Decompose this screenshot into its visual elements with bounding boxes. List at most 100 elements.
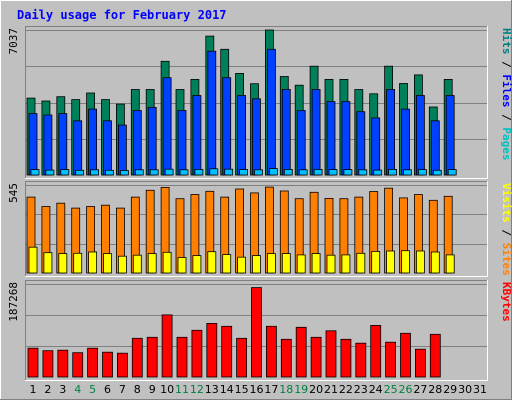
bar-files-day-13	[207, 50, 217, 176]
bar-files-day-18	[281, 89, 291, 176]
bar-visits-day-4	[73, 252, 83, 274]
bar-files-day-2	[43, 114, 53, 176]
bar-visits-day-29	[445, 254, 455, 274]
bar-pages-day-20	[313, 168, 323, 176]
bar-files-day-21	[326, 101, 336, 176]
bar-files-day-10	[162, 77, 172, 176]
y-max-label: 187268	[7, 282, 20, 322]
bar-kbytes-day-16	[251, 287, 262, 378]
bar-kbytes-day-27	[414, 348, 426, 378]
day-label-23: 23	[354, 383, 368, 396]
bar-visits-day-19	[296, 254, 306, 274]
day-label-11: 11	[175, 383, 189, 396]
bar-kbytes-day-28	[429, 333, 441, 378]
bar-visits-day-7	[118, 255, 127, 274]
series-files	[28, 48, 455, 176]
bar-pages-day-18	[283, 168, 293, 176]
day-label-3: 3	[59, 383, 66, 396]
bar-kbytes-day-11	[176, 336, 188, 378]
bar-files-day-15	[237, 95, 247, 176]
bar-pages-day-28	[432, 169, 442, 176]
legend-separator: /	[500, 55, 512, 75]
bar-visits-day-17	[266, 253, 276, 274]
bar-visits-day-16	[252, 255, 261, 274]
day-label-19: 19	[294, 383, 308, 396]
bar-kbytes-day-10	[161, 314, 173, 378]
bar-visits-day-28	[430, 251, 440, 274]
day-label-9: 9	[149, 383, 156, 396]
day-label-30: 30	[458, 383, 472, 396]
bar-files-day-28	[430, 120, 440, 176]
bar-pages-day-8	[134, 169, 144, 176]
day-label-27: 27	[413, 383, 427, 396]
day-label-12: 12	[190, 383, 204, 396]
bar-files-day-12	[192, 95, 202, 176]
bar-pages-day-14	[224, 168, 234, 176]
day-label-15: 15	[235, 383, 249, 396]
day-label-28: 28	[428, 383, 442, 396]
bar-kbytes-day-22	[340, 338, 352, 378]
bar-visits-day-2	[43, 252, 53, 274]
series-pages	[30, 168, 457, 176]
bar-kbytes-day-13	[206, 322, 218, 378]
bar-visits-day-23	[356, 252, 366, 274]
bar-visits-day-8	[132, 254, 142, 274]
bar-files-day-11	[177, 110, 187, 176]
bar-pages-day-13	[209, 168, 219, 176]
bar-files-day-5	[88, 108, 97, 176]
bar-files-day-14	[222, 77, 232, 176]
bar-files-day-4	[73, 120, 83, 176]
legend-hits: Hits	[500, 28, 512, 55]
bar-kbytes-day-19	[295, 326, 307, 378]
day-label-5: 5	[89, 383, 96, 396]
y-legend: Visits / Sites	[500, 183, 512, 276]
day-label-8: 8	[134, 383, 141, 396]
bar-pages-day-17	[268, 168, 278, 176]
bar-visits-day-24	[371, 250, 381, 274]
legend-pages: Pages	[500, 127, 512, 160]
bar-files-day-7	[118, 124, 127, 176]
bar-visits-day-14	[222, 254, 232, 274]
bar-visits-day-10	[162, 251, 172, 274]
bar-visits-day-3	[58, 253, 68, 274]
bar-files-day-24	[371, 117, 381, 176]
bar-visits-day-21	[326, 254, 336, 274]
bar-visits-day-27	[415, 250, 425, 274]
bar-pages-day-21	[328, 169, 338, 176]
bar-kbytes-day-6	[102, 351, 113, 378]
bar-kbytes-day-3	[57, 349, 69, 378]
series-kbytes	[27, 287, 441, 378]
y-max-label: 545	[7, 183, 20, 203]
bar-pages-day-23	[358, 169, 368, 176]
legend-visits: Visits	[500, 183, 512, 223]
bar-pages-day-25	[388, 168, 398, 176]
bar-visits-day-26	[401, 250, 410, 274]
bar-pages-day-15	[239, 169, 249, 176]
day-label-31: 31	[473, 383, 487, 396]
bar-kbytes-day-2	[42, 350, 54, 378]
bar-kbytes-day-4	[72, 352, 84, 378]
bar-files-day-26	[401, 108, 410, 176]
day-label-24: 24	[369, 383, 383, 396]
day-label-4: 4	[74, 383, 81, 396]
bar-pages-day-16	[254, 169, 263, 176]
day-label-21: 21	[324, 383, 338, 396]
bar-visits-day-11	[177, 257, 187, 274]
bar-visits-day-12	[192, 255, 202, 274]
day-label-10: 10	[160, 383, 174, 396]
bar-pages-day-7	[120, 170, 129, 176]
bar-kbytes-day-15	[236, 337, 248, 378]
panel-3: 187268 KBytes	[7, 280, 512, 381]
bar-files-day-19	[296, 110, 306, 176]
bar-kbytes-day-12	[191, 329, 203, 378]
legend-kbytes: KBytes	[500, 282, 512, 322]
bar-files-day-1	[28, 113, 38, 176]
bar-files-day-9	[147, 107, 157, 176]
day-label-14: 14	[220, 383, 234, 396]
chart-title: Daily usage for February 2017	[17, 8, 227, 22]
bar-pages-day-27	[417, 169, 427, 176]
bar-files-day-6	[103, 120, 112, 176]
bar-pages-day-19	[298, 169, 308, 176]
bar-visits-day-20	[311, 253, 321, 274]
bar-files-day-22	[341, 101, 351, 176]
